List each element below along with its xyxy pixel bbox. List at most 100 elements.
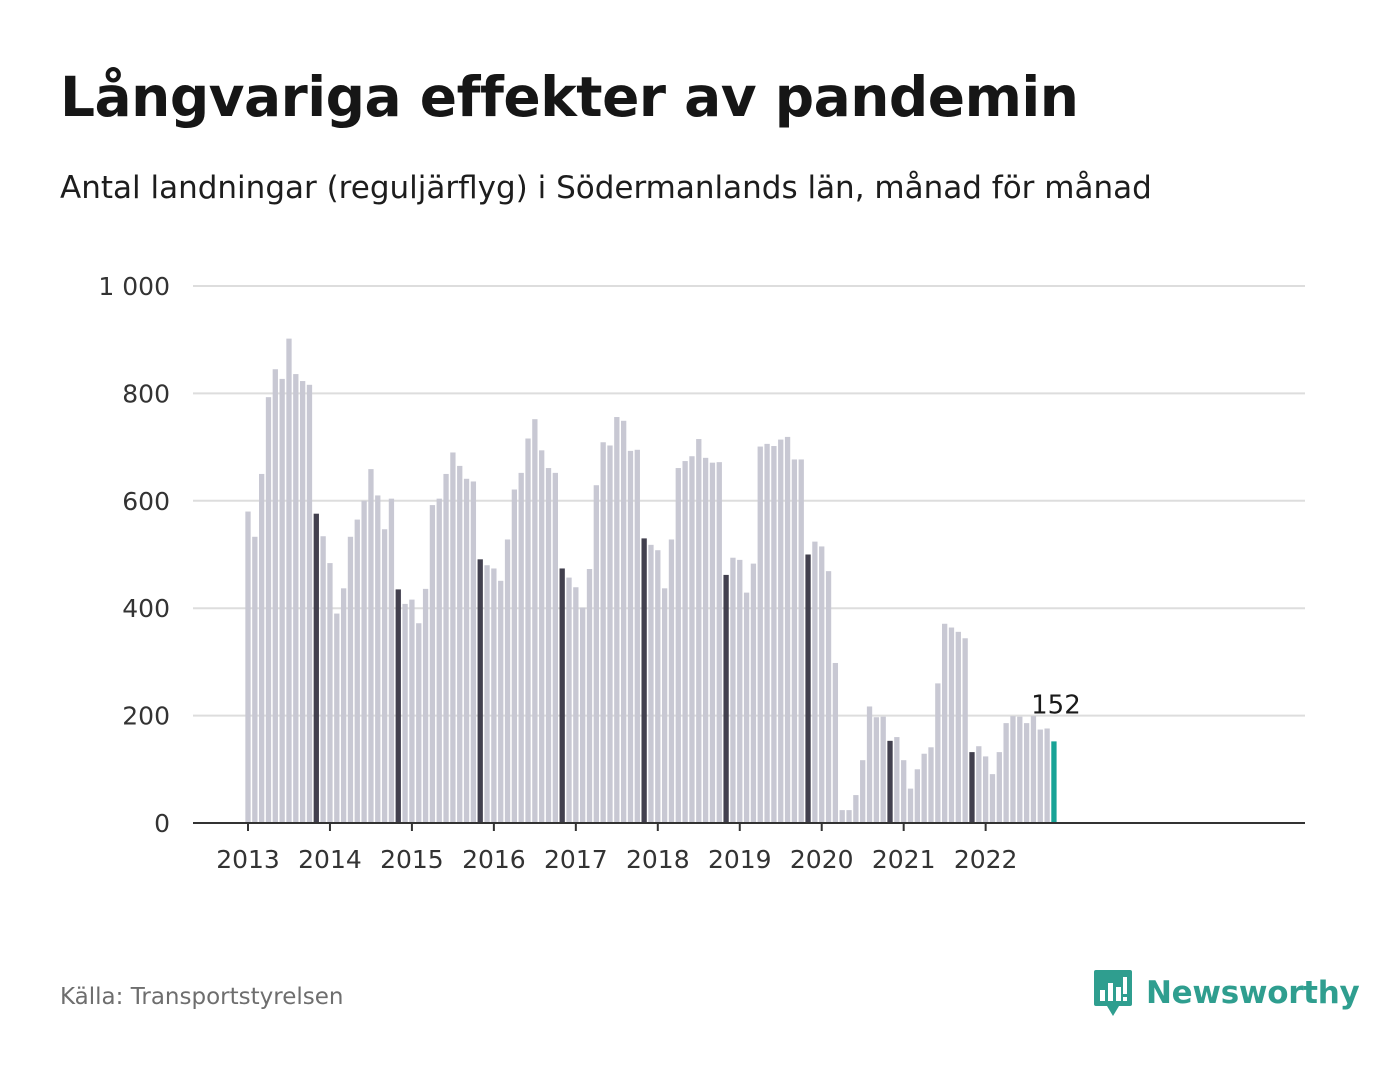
bar (409, 599, 415, 823)
bar (675, 468, 681, 823)
bar (450, 452, 456, 823)
bar (989, 774, 996, 823)
bar (634, 449, 640, 823)
bar (491, 568, 497, 823)
bar (928, 747, 934, 823)
bar (252, 536, 258, 823)
bar (375, 495, 381, 823)
bar (621, 420, 627, 823)
bar (552, 472, 558, 823)
bar (1030, 716, 1037, 823)
bar (368, 469, 374, 823)
bar (627, 450, 634, 823)
bar (429, 505, 436, 823)
bar (784, 436, 791, 823)
latest-value-label: 152 (1031, 690, 1081, 720)
x-tick-label: 2021 (872, 845, 936, 874)
bar (696, 439, 702, 823)
bar (1003, 723, 1009, 823)
bar (614, 417, 620, 823)
bar (873, 717, 880, 823)
bar (914, 769, 920, 823)
bar (853, 795, 859, 823)
bar (518, 472, 524, 823)
bar (709, 462, 716, 823)
bar (935, 683, 941, 823)
bar (532, 419, 538, 823)
bar (825, 571, 832, 823)
bar (347, 536, 354, 823)
bar (573, 587, 579, 823)
bar (477, 559, 483, 823)
bar (962, 638, 968, 823)
bar (545, 468, 552, 823)
bar (436, 498, 442, 823)
bar (764, 443, 770, 823)
bar (586, 568, 593, 823)
bar (921, 753, 927, 823)
bar (737, 559, 743, 823)
y-tick-label: 800 (122, 379, 170, 408)
chart-title: Långvariga effekter av pandemin (60, 65, 1079, 129)
bar (559, 568, 565, 823)
bar (259, 473, 265, 823)
newsworthy-logo-icon (1094, 970, 1132, 1016)
bar (566, 577, 572, 823)
bar (320, 536, 326, 823)
bar (539, 450, 545, 823)
bar (279, 378, 285, 823)
x-tick-label: 2020 (790, 845, 854, 874)
bar (819, 546, 825, 823)
brand-logo: Newsworthy (1092, 968, 1360, 1018)
bar (791, 459, 798, 823)
x-tick-label: 2015 (380, 845, 444, 874)
bar (655, 550, 661, 823)
bar (907, 788, 914, 823)
bar (1044, 728, 1050, 823)
bar (286, 338, 292, 823)
x-tick-label: 2013 (216, 845, 280, 874)
bar (593, 485, 599, 823)
bar (265, 397, 272, 823)
bar (942, 623, 948, 823)
x-tick-label: 2018 (626, 845, 690, 874)
bar (996, 752, 1002, 823)
bar (648, 544, 654, 823)
bar (388, 498, 395, 823)
bar (457, 465, 463, 823)
bar (832, 662, 839, 823)
bar (771, 446, 777, 823)
bar (470, 481, 477, 823)
bar (757, 446, 763, 823)
bar (245, 511, 251, 823)
bar (743, 592, 750, 823)
bar (361, 500, 367, 823)
bar (846, 810, 852, 823)
bar (525, 438, 531, 823)
bar (607, 445, 613, 823)
bar (901, 760, 907, 823)
bar (416, 623, 422, 823)
bar (504, 539, 511, 823)
bar (1023, 723, 1030, 823)
bar (969, 752, 975, 823)
bar (580, 607, 586, 823)
bar (682, 461, 688, 823)
bar (668, 539, 675, 823)
y-tick-label: 400 (122, 594, 170, 623)
bar (354, 519, 360, 823)
bar (498, 580, 504, 823)
bar (334, 613, 340, 823)
bar (860, 760, 866, 823)
bar (955, 631, 961, 823)
chart-subtitle: Antal landningar (reguljärflyg) i Söderm… (60, 170, 1152, 206)
bar (661, 588, 668, 823)
bar (798, 459, 804, 823)
bar (306, 384, 313, 823)
bar (327, 563, 333, 823)
y-tick-label: 1 000 (98, 272, 170, 301)
bar (976, 746, 982, 823)
bar (948, 627, 955, 823)
y-tick-label: 200 (122, 702, 170, 731)
bar (778, 439, 784, 823)
